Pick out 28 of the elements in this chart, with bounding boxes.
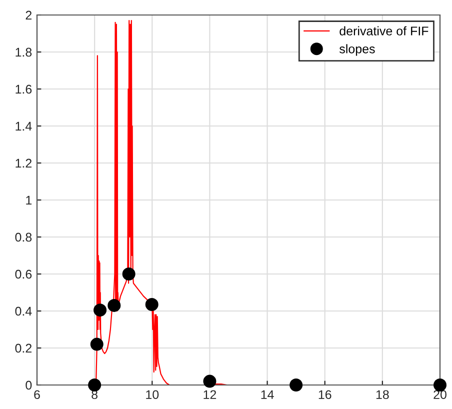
point — [90, 338, 104, 351]
y-tick-label: 0.8 — [15, 232, 32, 242]
y-tick-label: 0 — [26, 380, 32, 390]
y-tick-label: 1 — [26, 196, 32, 205]
legend-label: derivative of FIF — [340, 26, 428, 36]
point — [94, 304, 107, 317]
y-tick-label: 0.2 — [15, 344, 32, 353]
x-tick-label: 20 — [434, 390, 446, 400]
y-tick-label: 1.6 — [16, 84, 32, 94]
x-tick-label: 14 — [261, 390, 274, 399]
y-tick-label: 0.6 — [15, 270, 32, 279]
legend-label: slopes — [339, 44, 375, 56]
y-tick-label: 1.8 — [16, 48, 32, 57]
x-tick-label: 18 — [376, 390, 389, 400]
point — [108, 298, 121, 312]
point — [88, 378, 102, 392]
y-tick-label: 1.4 — [16, 122, 32, 131]
y-tick-label: 0.4 — [15, 306, 32, 316]
x-tick-label: 16 — [318, 390, 332, 400]
point — [122, 267, 136, 281]
x-tick-label: 6 — [34, 390, 40, 400]
x-tick-label: 10 — [146, 390, 159, 400]
point — [145, 298, 158, 312]
y-tick-label: 2 — [26, 10, 32, 20]
point — [203, 374, 216, 388]
point — [290, 378, 303, 392]
x-tick-label: 12 — [204, 390, 216, 399]
y-tick-label: 1.2 — [16, 158, 32, 168]
